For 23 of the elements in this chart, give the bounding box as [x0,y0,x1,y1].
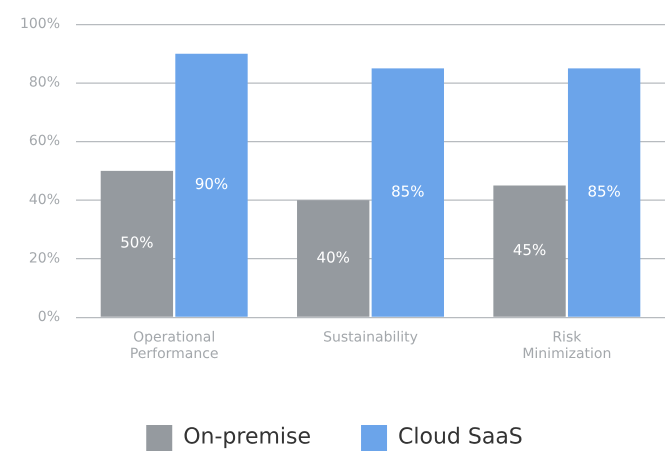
data-label: 50% [120,234,154,252]
data-label: 85% [391,182,424,200]
legend-label: Cloud SaaS [398,424,523,450]
bar [568,68,640,317]
data-label: 45% [512,241,546,260]
data-label: 85% [587,182,621,200]
bar [297,200,370,317]
legend-label: On-premise [183,424,312,450]
x-tick-label: Operational Performance [130,329,219,362]
y-tick-label: 60% [28,133,60,150]
bar [175,54,248,317]
data-label: 40% [316,248,350,266]
bar [100,170,174,317]
bar [493,186,566,317]
y-tick-label: 20% [28,250,60,266]
y-tick-label: 40% [28,192,60,208]
data-label: 90% [194,175,228,194]
x-tick-label: Risk Minimization [522,329,612,362]
y-tick-label: 80% [28,74,60,91]
y-tick-label: 100% [20,16,60,32]
bar [372,68,444,317]
x-tick-label: Sustainability [323,329,418,346]
y-tick-label: 0% [38,309,60,326]
